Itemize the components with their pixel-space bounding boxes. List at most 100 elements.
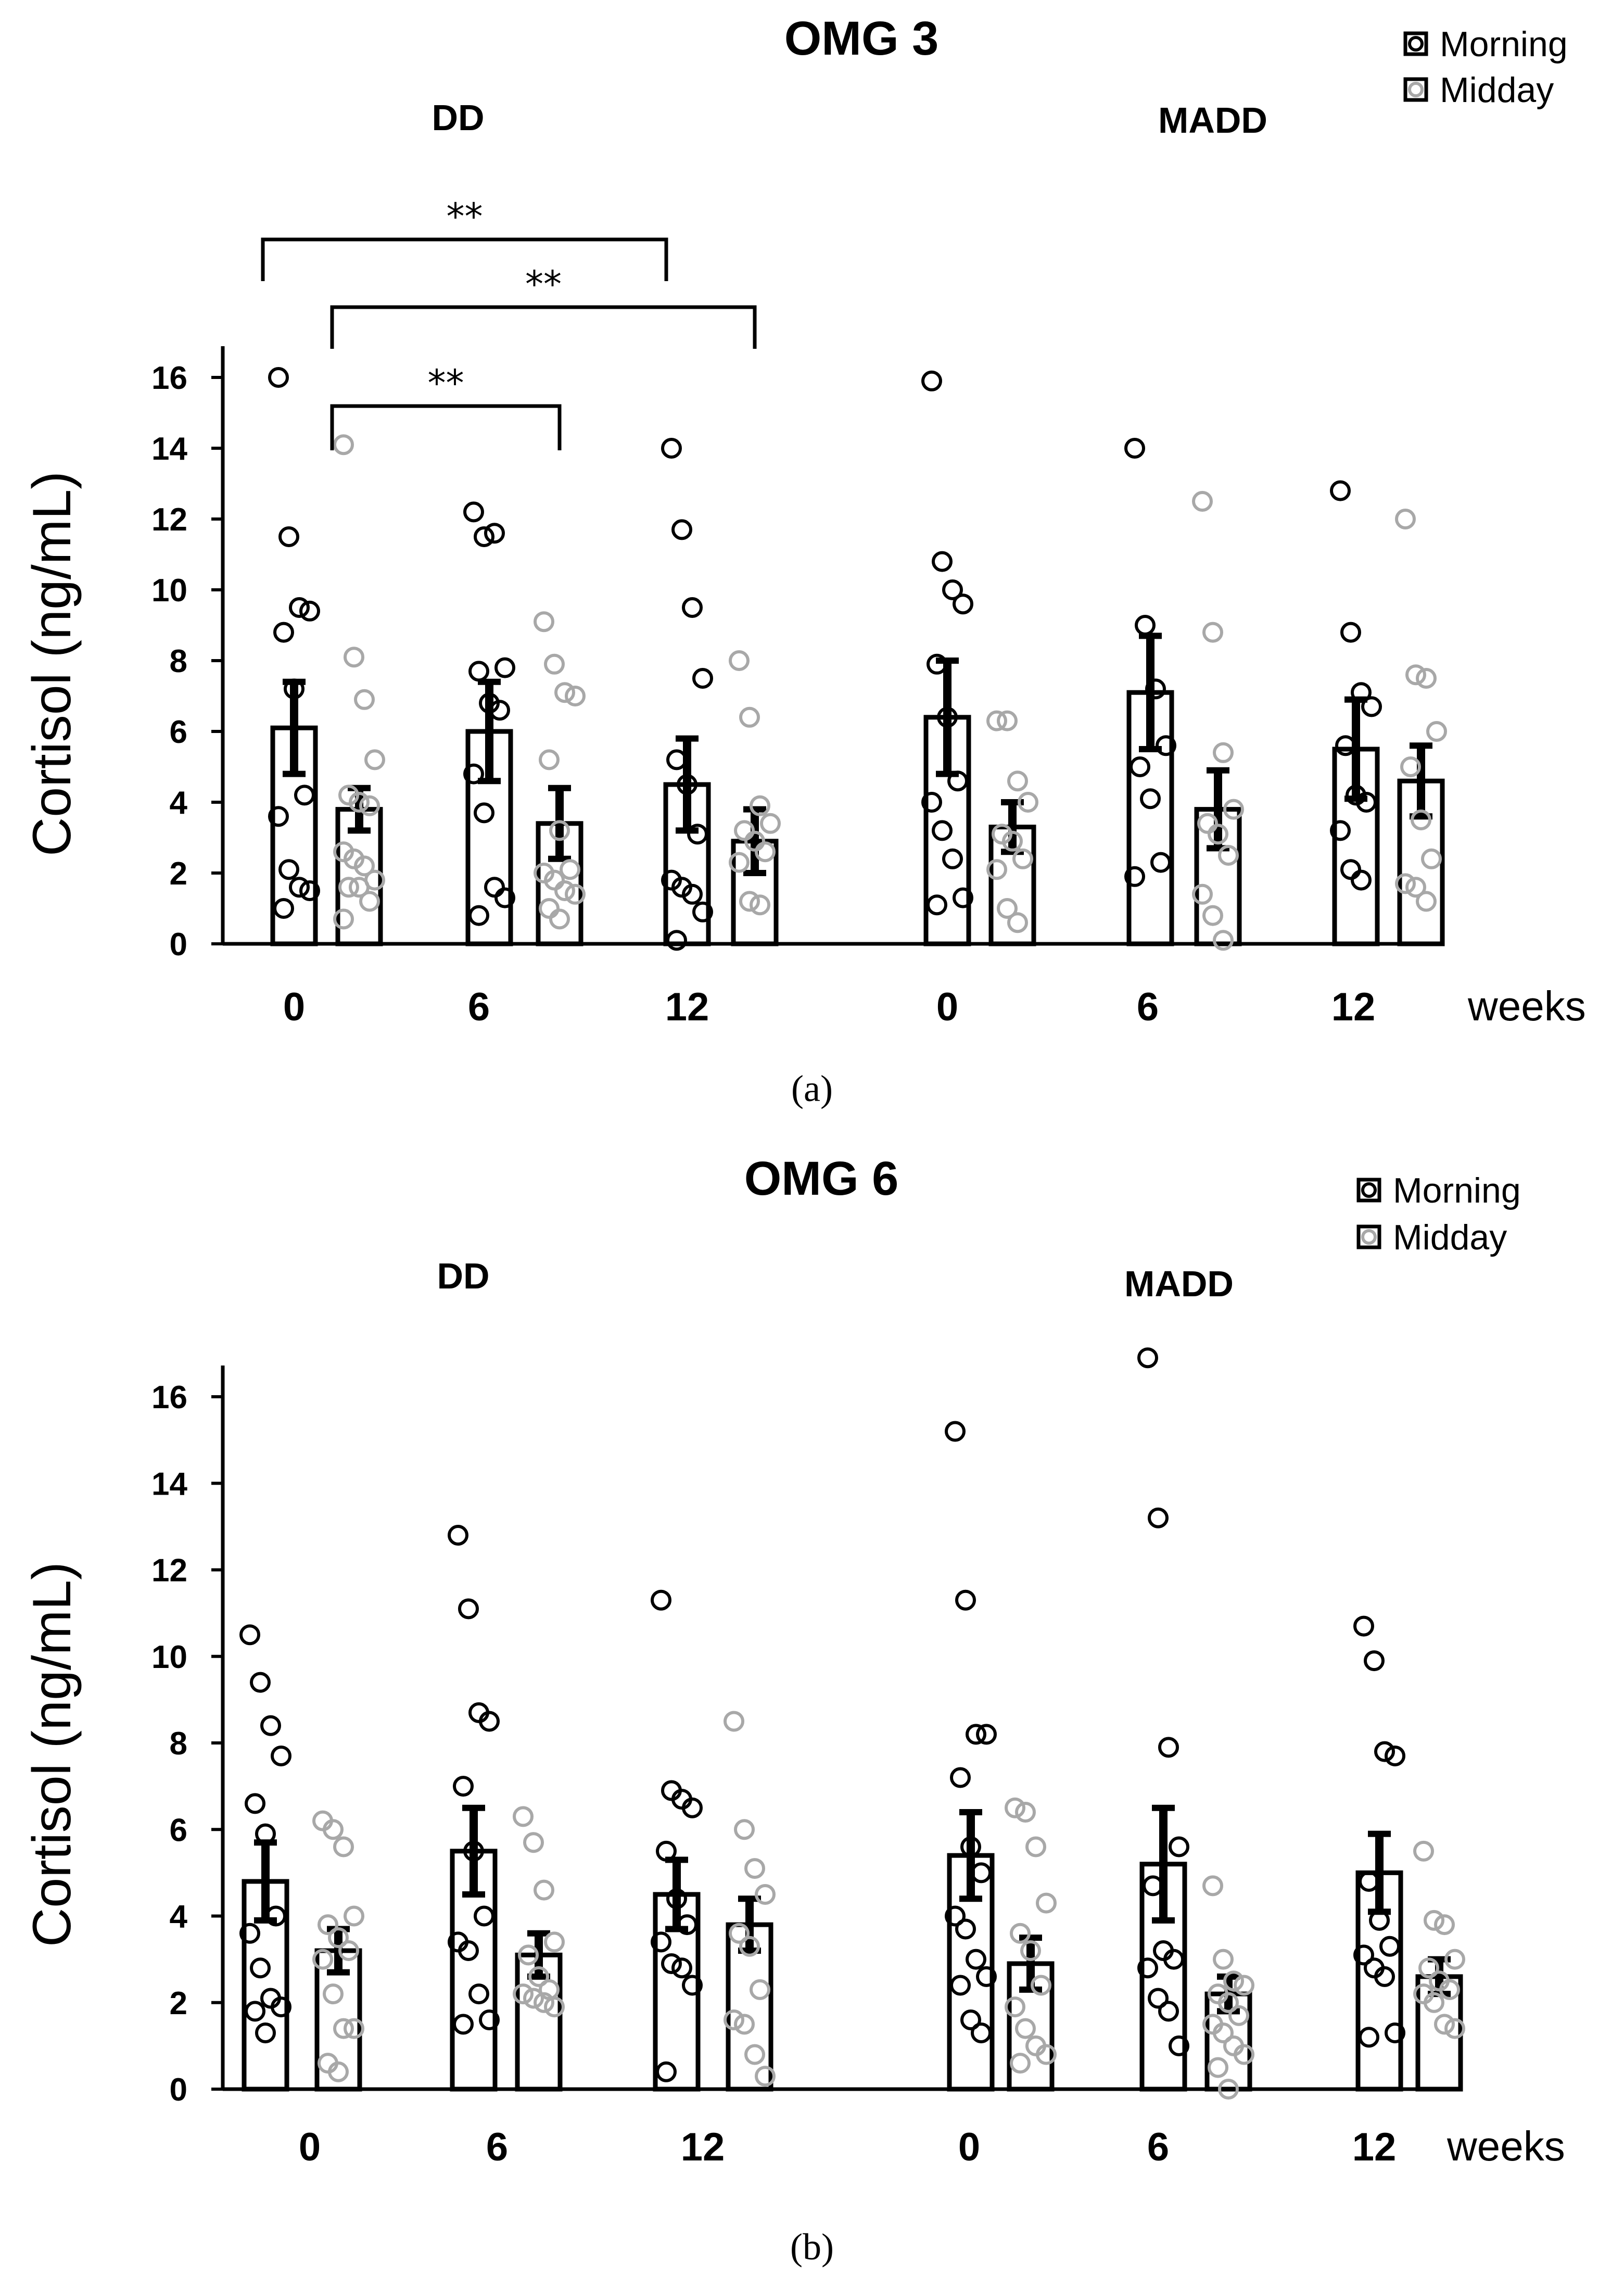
y-tick-label: 4 bbox=[170, 1899, 188, 1935]
data-point-morning bbox=[463, 763, 484, 785]
data-point-morning bbox=[1130, 756, 1150, 777]
data-point-morning bbox=[1169, 2035, 1189, 2056]
significance-bracket bbox=[330, 404, 562, 450]
y-tick-label: 8 bbox=[170, 1726, 187, 1762]
data-point-morning bbox=[960, 2009, 981, 2030]
data-point-morning bbox=[250, 1957, 271, 1979]
data-point-morning bbox=[468, 905, 489, 926]
data-point-morning bbox=[1353, 1944, 1374, 1966]
data-point-morning bbox=[494, 887, 515, 908]
data-point-midday bbox=[318, 1914, 338, 1936]
data-point-morning bbox=[960, 1836, 981, 1857]
data-point-morning bbox=[294, 785, 315, 806]
data-point-midday bbox=[750, 795, 770, 816]
data-point-morning bbox=[921, 792, 942, 813]
data-point-midday bbox=[734, 820, 755, 841]
data-point-midday bbox=[1010, 2053, 1031, 2074]
data-point-midday bbox=[554, 682, 575, 703]
data-point-midday bbox=[1424, 1910, 1444, 1931]
data-point-midday bbox=[744, 830, 765, 852]
data-point-morning bbox=[1135, 615, 1156, 636]
data-point-midday bbox=[1434, 2014, 1455, 2035]
data-point-morning bbox=[273, 622, 294, 643]
legend-label-morning: Morning bbox=[1393, 1171, 1521, 1210]
data-point-midday bbox=[744, 2044, 765, 2065]
data-point-morning bbox=[942, 579, 963, 600]
data-point-midday bbox=[323, 1819, 344, 1840]
data-point-morning bbox=[479, 692, 500, 714]
data-point-midday bbox=[344, 848, 364, 869]
data-point-midday bbox=[338, 877, 359, 898]
data-point-morning bbox=[1140, 788, 1161, 810]
data-point-midday bbox=[1395, 873, 1416, 894]
data-point-morning bbox=[955, 1918, 976, 1940]
x-tick-label: 0 bbox=[283, 985, 305, 1029]
data-point-morning bbox=[1145, 678, 1166, 700]
data-point-midday bbox=[1015, 1802, 1036, 1823]
data-point-midday bbox=[312, 1949, 333, 1970]
data-point-morning bbox=[239, 1923, 260, 1944]
bar-morning bbox=[947, 1853, 995, 2092]
data-point-morning bbox=[1385, 1745, 1405, 1766]
data-point-midday bbox=[997, 898, 1018, 919]
data-point-midday bbox=[1007, 770, 1028, 792]
data-point-midday bbox=[359, 795, 380, 816]
chart-title: OMG 6 bbox=[744, 1152, 898, 1205]
data-point-midday bbox=[364, 749, 385, 770]
data-point-midday bbox=[986, 710, 1007, 731]
data-point-morning bbox=[921, 370, 942, 391]
data-point-morning bbox=[937, 706, 958, 728]
data-point-midday bbox=[729, 852, 750, 873]
data-point-morning bbox=[1379, 1936, 1400, 1957]
x-tick-label: 6 bbox=[1137, 985, 1159, 1029]
data-point-midday bbox=[539, 898, 560, 919]
data-point-midday bbox=[328, 2061, 349, 2082]
y-tick-label: 16 bbox=[151, 1380, 187, 1415]
data-point-morning bbox=[656, 2061, 677, 2082]
data-point-morning bbox=[953, 593, 973, 615]
data-point-morning bbox=[1137, 1957, 1158, 1979]
data-point-morning bbox=[692, 901, 713, 922]
data-point-morning bbox=[966, 1724, 986, 1745]
data-point-midday bbox=[1434, 1914, 1455, 1936]
data-point-morning bbox=[273, 898, 294, 919]
data-point-morning bbox=[976, 1724, 997, 1745]
x-unit-label: weeks bbox=[1447, 2123, 1565, 2169]
data-point-morning bbox=[278, 526, 299, 547]
legend-swatch-circle-midday bbox=[1408, 82, 1424, 97]
data-point-midday bbox=[534, 863, 554, 883]
data-point-midday bbox=[333, 2018, 354, 2039]
data-point-morning bbox=[1330, 820, 1351, 841]
data-point-midday bbox=[1416, 891, 1437, 912]
data-point-morning bbox=[474, 1905, 494, 1927]
data-point-morning bbox=[1351, 869, 1372, 891]
data-point-midday bbox=[1002, 830, 1023, 852]
data-point-midday bbox=[349, 792, 370, 813]
data-point-midday bbox=[1234, 2044, 1254, 2065]
data-point-morning bbox=[1374, 1741, 1395, 1762]
data-point-midday bbox=[523, 1988, 544, 2009]
legend-swatch-circle-midday bbox=[1361, 1229, 1377, 1245]
y-tick-label: 14 bbox=[151, 431, 187, 467]
data-point-morning bbox=[474, 526, 494, 547]
data-point-morning bbox=[453, 2014, 474, 2035]
x-unit-label: weeks bbox=[1467, 983, 1586, 1029]
data-point-morning bbox=[265, 1905, 286, 1927]
data-point-midday bbox=[1197, 813, 1218, 834]
data-point-midday bbox=[1202, 1875, 1223, 1897]
data-point-midday bbox=[1395, 509, 1416, 529]
data-point-midday bbox=[750, 894, 770, 916]
data-point-morning bbox=[268, 806, 289, 827]
data-point-morning bbox=[1385, 2022, 1405, 2043]
data-point-midday bbox=[328, 1927, 349, 1949]
data-point-morning bbox=[1143, 1875, 1163, 1897]
data-point-morning bbox=[463, 501, 484, 523]
data-point-midday bbox=[333, 1836, 354, 1857]
data-point-morning bbox=[255, 1823, 276, 1844]
y-tick-label: 2 bbox=[170, 856, 187, 892]
group-label-madd: MADD bbox=[1124, 1263, 1234, 1304]
data-point-morning bbox=[1150, 852, 1171, 873]
data-point-morning bbox=[671, 1957, 692, 1979]
data-point-midday bbox=[544, 1996, 565, 2018]
data-point-morning bbox=[1361, 696, 1382, 717]
